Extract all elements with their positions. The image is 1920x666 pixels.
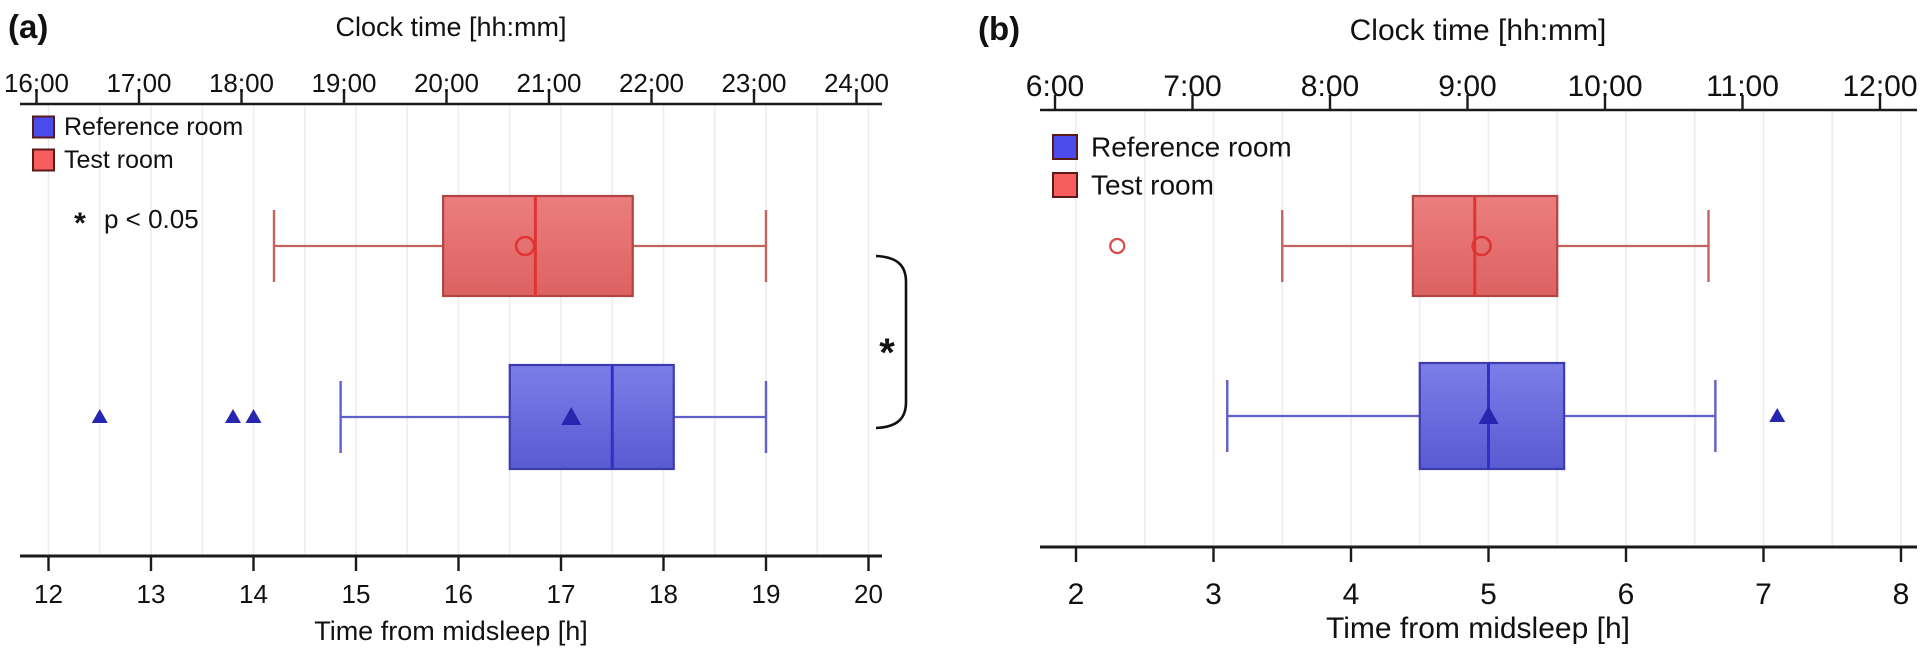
legend-label-reference: Reference room <box>64 113 243 141</box>
outlier-triangle-marker <box>91 409 108 423</box>
top-axis-tick-label: 21:00 <box>516 68 581 98</box>
outlier-triangle-marker <box>225 409 241 423</box>
legend-swatch-reference <box>32 115 55 139</box>
box-iqr <box>1411 194 1559 298</box>
bottom-axis-title: Time from midsleep [h] <box>314 616 588 646</box>
legend-label-test: Test room <box>64 146 174 174</box>
boxplot-test-room <box>272 194 768 298</box>
bottom-axis-tick-label: 16 <box>444 579 473 609</box>
top-axis-tick-label: 16:00 <box>4 68 69 98</box>
mean-triangle-marker <box>561 407 582 425</box>
mean-circle-marker <box>1471 235 1492 257</box>
top-axis-tick-label: 12:00 <box>1842 70 1917 103</box>
outlier-triangle-marker <box>245 409 262 423</box>
bottom-axis-tick-label: 2 <box>1068 578 1085 611</box>
bottom-axis-tick-label: 12 <box>34 579 63 609</box>
mean-triangle-marker <box>1478 406 1499 424</box>
mean-circle-marker <box>514 235 536 257</box>
top-axis-tick-label: 23:00 <box>721 68 786 98</box>
legend-label-reference: Reference room <box>1091 132 1292 163</box>
bottom-axis-tick-label: 15 <box>342 579 371 609</box>
bottom-axis-tick-label: 6 <box>1618 578 1635 611</box>
bottom-axis-tick-label: 19 <box>752 579 781 609</box>
box-iqr <box>442 194 634 298</box>
legend-swatch-reference <box>1052 134 1078 160</box>
bottom-axis-tick-label: 7 <box>1755 578 1772 611</box>
top-axis-tick-label: 20:00 <box>414 68 479 98</box>
top-axis-tick-label: 22:00 <box>619 68 684 98</box>
panel-b: 6:00 7:00 8:00 9:00 10:00 11:00 12:00 Clock tim… <box>978 10 1918 645</box>
bottom-axis-tick-label: 4 <box>1343 578 1360 611</box>
panel-a: 16:00 17:00 18:00 19:00 20:00 21:00 22:00 23:00… <box>4 8 908 646</box>
bottom-axis-tick-label: 17 <box>547 579 576 609</box>
bottom-axis-title: Time from midsleep [h] <box>1326 612 1630 645</box>
top-axis-title: Clock time [hh:mm] <box>335 12 566 42</box>
bottom-axis-tick-label: 3 <box>1205 578 1222 611</box>
top-axis-tick-label: 18:00 <box>209 68 274 98</box>
bottom-axis-tick-label: 14 <box>239 579 268 609</box>
top-axis-tick-label: 6:00 <box>1026 70 1084 103</box>
p-note-asterisk: * <box>74 207 86 240</box>
legend-label-test: Test room <box>1091 170 1214 201</box>
panel-label: (a) <box>8 8 48 45</box>
top-axis-tick-label: 24:00 <box>824 68 889 98</box>
panel-label: (b) <box>978 10 1020 47</box>
top-axis-tick-label: 8:00 <box>1301 70 1359 103</box>
top-axis-tick-label: 7:00 <box>1163 70 1221 103</box>
bottom-axis-tick-label: 18 <box>649 579 678 609</box>
gridlines <box>1075 110 1902 547</box>
top-axis-tick-label: 17:00 <box>106 68 171 98</box>
top-axis-tick-label: 19:00 <box>311 68 376 98</box>
p-value-note: p < 0.05 <box>104 204 199 234</box>
bottom-axis-tick-label: 5 <box>1480 578 1497 611</box>
boxplot-test-room <box>1109 194 1710 298</box>
legend-swatch-test <box>32 148 55 172</box>
top-axis-tick-label: 9:00 <box>1438 70 1496 103</box>
outlier-circle-marker <box>1109 237 1126 255</box>
legend-swatch-test <box>1052 172 1078 198</box>
boxplot-reference-room <box>1226 361 1786 471</box>
top-axis-title: Clock time [hh:mm] <box>1350 14 1607 47</box>
significance-bracket <box>875 254 908 430</box>
top-axis-tick-label: 11:00 <box>1706 70 1779 103</box>
gridlines <box>47 104 870 556</box>
bottom-axis-tick-label: 20 <box>854 579 883 609</box>
outlier-triangle-marker <box>1769 408 1786 422</box>
boxplot-reference-room <box>91 363 768 471</box>
bottom-axis-tick-label: 8 <box>1893 578 1910 611</box>
box-iqr <box>508 363 675 471</box>
bottom-axis-tick-label: 13 <box>137 579 166 609</box>
top-axis-tick-label: 10:00 <box>1567 70 1642 103</box>
significance-asterisk: * <box>879 331 895 375</box>
